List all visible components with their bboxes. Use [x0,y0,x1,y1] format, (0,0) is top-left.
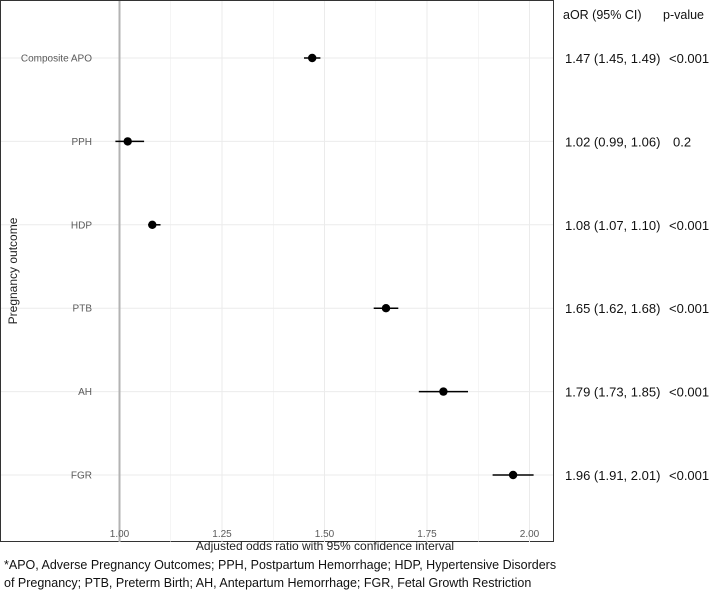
estimate-table: 1.47 (1.45, 1.49) <0.001 1.02 (0.99, 1.06)… [565,51,709,483]
footnote: *APO, Adverse Pregnancy Outcomes; PPH, P… [4,556,704,592]
estimate-point [508,470,518,480]
column-header-aor: aOR (95% CI) [563,8,642,22]
p-value: <0.001 [669,301,709,316]
footnote-line-2: of Pregnancy; PTB, Preterm Birth; AH, An… [4,576,532,590]
estimate-point [308,53,317,63]
aor-ci-value: 1.02 (0.99, 1.06) [565,134,660,149]
outcome-label: FGR [71,471,92,482]
panel-border [0,0,554,542]
outcome-labels: Composite APO PPH HDP PTB AH FGR [21,54,92,482]
column-header-pvalue: p-value [663,8,704,22]
x-tick-label: 1.50 [315,529,335,540]
x-tick-labels: 1.00 1.25 1.50 1.75 2.00 [110,529,540,540]
x-tick-label: 1.00 [110,529,130,540]
p-value: <0.001 [669,51,709,66]
outcome-label: PTB [73,304,93,315]
estimate-point [381,304,391,313]
outcome-label: Composite APO [21,54,92,65]
estimate-point [148,220,157,229]
outcome-label: AH [78,387,92,398]
aor-ci-value: 1.79 (1.73, 1.85) [565,385,660,400]
aor-ci-value: 1.47 (1.45, 1.49) [565,51,660,66]
aor-ci-value: 1.96 (1.91, 2.01) [565,468,660,483]
x-tick-label: 1.25 [212,529,232,540]
x-tick-label: 2.00 [520,529,540,540]
estimate-point [439,387,448,396]
p-value: <0.001 [669,385,709,400]
p-value: <0.001 [669,468,709,483]
estimate-point [123,137,132,146]
footnote-line-1: *APO, Adverse Pregnancy Outcomes; PPH, P… [4,558,557,572]
estimate-marks [115,53,534,480]
p-value: <0.001 [669,218,709,233]
outcome-label: PPH [71,137,92,148]
x-axis-title: Adjusted odds ratio with 95% confidence … [196,539,454,553]
outcome-label: HDP [71,220,92,231]
aor-ci-value: 1.08 (1.07, 1.10) [565,218,660,233]
x-tick-label: 1.75 [417,529,437,540]
y-axis-title: Pregnancy outcome [6,217,20,324]
p-value: 0.2 [673,134,691,149]
aor-ci-value: 1.65 (1.62, 1.68) [565,301,660,316]
